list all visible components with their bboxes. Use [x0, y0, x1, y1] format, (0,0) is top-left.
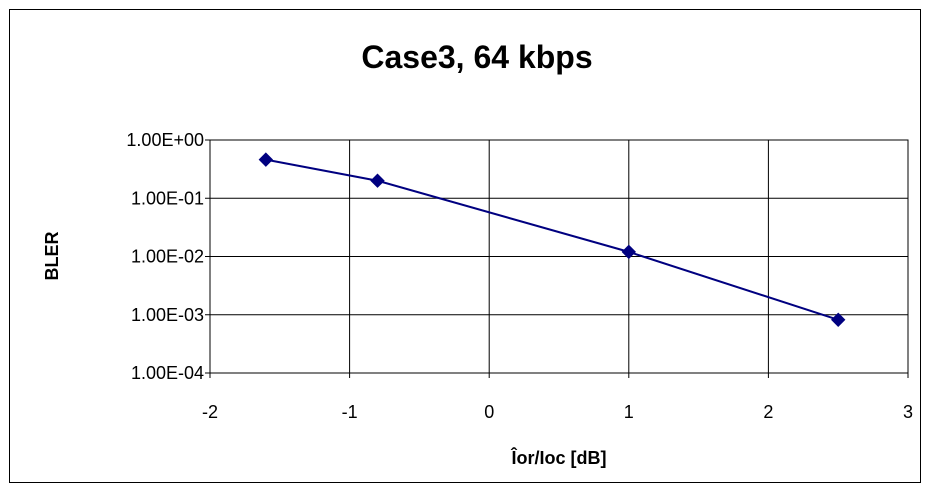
y-tick-label: 1.00E-04: [131, 363, 204, 383]
x-axis-title: Îor/Ioc [dB]: [511, 447, 607, 468]
x-axis-ticks: -2 -1 0 1 2 3: [202, 373, 913, 422]
x-tick-label: 2: [763, 402, 773, 422]
data-point-marker: [830, 312, 846, 327]
y-axis-ticks: 1.00E+00 1.00E-01 1.00E-02 1.00E-03 1.00E-04: [126, 130, 210, 383]
y-tick-label: 1.00E-01: [131, 188, 204, 208]
data-point-marker: [370, 173, 385, 188]
x-tick-label: 1: [624, 402, 634, 422]
x-tick-label: -1: [342, 402, 358, 422]
y-axis-title: BLER: [42, 232, 62, 281]
y-tick-label: 1.00E+00: [126, 130, 204, 150]
data-point-marker: [621, 244, 637, 260]
data-point-marker: [258, 152, 274, 167]
x-tick-label: 0: [484, 402, 494, 422]
chart-title: Case3, 64 kbps: [361, 39, 592, 75]
y-tick-label: 1.00E-03: [131, 305, 204, 325]
y-tick-label: 1.00E-02: [131, 247, 204, 267]
x-tick-label: 3: [903, 402, 913, 422]
series-line: [265, 158, 839, 321]
series-layer: [258, 152, 846, 327]
x-tick-label: -2: [202, 402, 218, 422]
y-gridlines: [210, 197, 908, 316]
